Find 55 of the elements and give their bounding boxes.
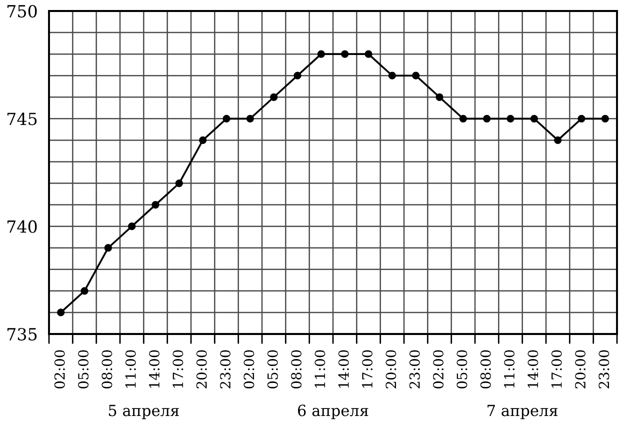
- x-tick-label: 17:00: [172, 350, 184, 388]
- point: [578, 114, 586, 122]
- point: [175, 179, 183, 188]
- point: [317, 50, 325, 58]
- x-tick-label: 02:00: [54, 350, 65, 388]
- x-tick-label: 11:00: [125, 350, 136, 388]
- point: [483, 114, 491, 122]
- point: [199, 136, 207, 144]
- x-tick-label: 14:00: [528, 350, 538, 388]
- point: [152, 200, 160, 209]
- point: [601, 114, 609, 122]
- x-tick-label: 08:00: [480, 350, 491, 388]
- x-tick-label: 20:00: [196, 350, 207, 388]
- x-tick-label: 23:00: [220, 350, 231, 388]
- text: 7 апреля: [488, 404, 558, 420]
- point: [388, 72, 396, 80]
- x-tick-label: 08:00: [102, 350, 112, 388]
- text: 5 апреля: [108, 404, 179, 420]
- x-tick-label: 02:00: [244, 350, 254, 388]
- x-tick-label: 08:00: [291, 350, 302, 388]
- x-tick-label: 23:00: [409, 350, 420, 388]
- point: [436, 93, 444, 101]
- point: [270, 93, 278, 101]
- text: 6 апреля: [298, 404, 368, 420]
- y-tick-label: 735: [7, 328, 37, 341]
- point: [104, 244, 112, 252]
- point: [246, 114, 254, 122]
- point: [341, 50, 349, 58]
- x-tick-label: 14:00: [338, 350, 349, 388]
- point: [412, 72, 420, 80]
- y-tick-label: 740: [7, 220, 37, 233]
- point: [222, 114, 230, 122]
- x-tick-label: 23:00: [598, 350, 610, 388]
- point: [530, 114, 538, 122]
- point: [80, 287, 88, 295]
- x-tick-label: 02:00: [433, 350, 444, 388]
- x-tick-label: 11:00: [314, 350, 326, 388]
- point: [364, 50, 372, 58]
- x-tick-label: 05:00: [267, 350, 278, 388]
- point: [554, 136, 562, 144]
- x-tick-label: 05:00: [456, 350, 468, 388]
- x-tick-label: 20:00: [386, 350, 396, 388]
- x-tick-label: 17:00: [551, 350, 562, 388]
- point: [294, 72, 302, 80]
- x-tick-label: 11:00: [504, 350, 515, 388]
- y-tick-label: 750: [7, 4, 37, 18]
- point: [506, 114, 514, 122]
- x-tick-label: 14:00: [149, 350, 160, 388]
- point: [57, 308, 65, 316]
- x-tick-label: 05:00: [78, 350, 89, 388]
- point: [459, 114, 467, 122]
- x-tick-label: 20:00: [575, 350, 586, 388]
- point: [128, 222, 136, 230]
- y-tick-label: 745: [7, 112, 37, 126]
- x-tick-label: 17:00: [362, 350, 373, 388]
